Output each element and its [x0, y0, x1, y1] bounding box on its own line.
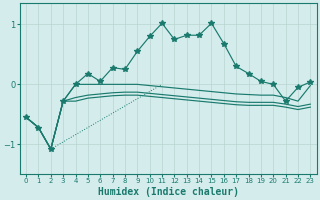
X-axis label: Humidex (Indice chaleur): Humidex (Indice chaleur) — [98, 186, 239, 197]
